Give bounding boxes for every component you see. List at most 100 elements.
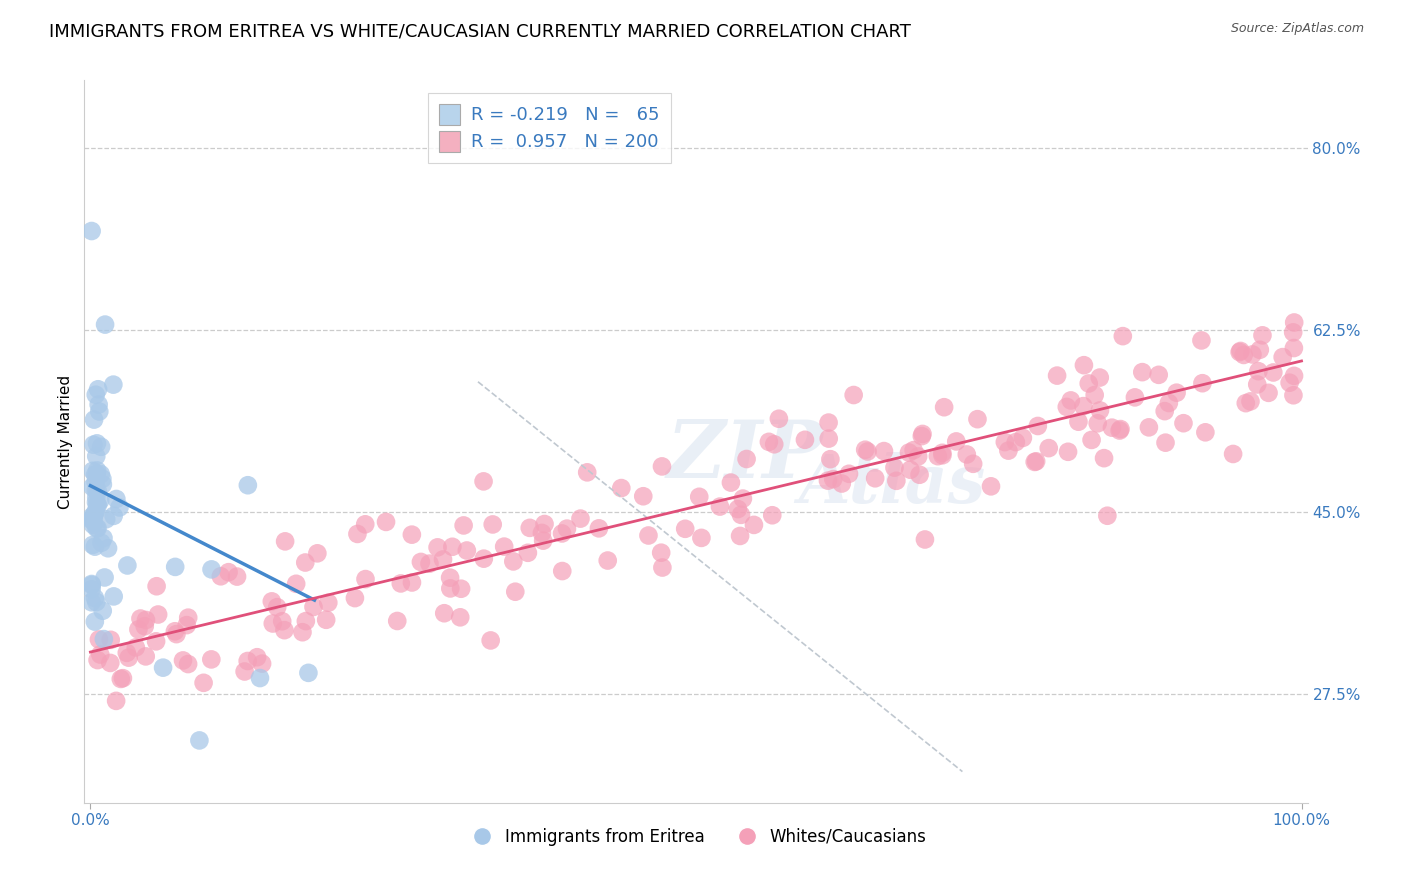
Point [89, 648, 111, 662]
Point [1263, 366, 1285, 380]
Point [105, 694, 128, 708]
Point [111, 671, 134, 685]
Point [1241, 347, 1264, 361]
Point [898, 463, 921, 477]
Point [856, 444, 879, 458]
Point [103, 590, 125, 604]
Point [307, 546, 329, 560]
Point [1101, 420, 1123, 434]
Point [96, 512, 118, 526]
Point [1073, 399, 1095, 413]
Point [1123, 390, 1146, 404]
Point [1191, 334, 1213, 348]
Point [980, 479, 1002, 493]
Point [343, 591, 366, 606]
Point [1229, 345, 1251, 359]
Point [108, 500, 131, 515]
Point [152, 660, 174, 674]
Point [86, 521, 108, 535]
Point [1229, 343, 1251, 358]
Point [907, 450, 929, 464]
Point [103, 508, 125, 523]
Point [87, 498, 110, 512]
Point [651, 560, 673, 574]
Point [1012, 431, 1035, 445]
Point [177, 657, 200, 671]
Point [409, 555, 432, 569]
Point [530, 525, 553, 540]
Point [927, 449, 949, 463]
Point [1084, 388, 1107, 402]
Point [433, 606, 456, 620]
Point [91, 472, 114, 486]
Point [177, 610, 200, 624]
Point [1173, 416, 1195, 430]
Point [1056, 400, 1078, 414]
Point [80, 224, 103, 238]
Point [637, 528, 659, 542]
Point [105, 491, 128, 506]
Point [80, 582, 103, 597]
Point [853, 442, 876, 457]
Point [673, 522, 696, 536]
Point [441, 540, 464, 554]
Point [86, 467, 108, 481]
Point [761, 508, 783, 523]
Point [1249, 343, 1271, 357]
Point [103, 377, 125, 392]
Point [233, 665, 256, 679]
Point [86, 595, 108, 609]
Point [266, 600, 288, 615]
Point [80, 513, 103, 527]
Point [80, 595, 103, 609]
Point [1157, 396, 1180, 410]
Point [93, 570, 115, 584]
Point [87, 398, 110, 412]
Point [236, 478, 259, 492]
Point [401, 575, 423, 590]
Point [735, 452, 758, 467]
Point [90, 467, 112, 482]
Point [1005, 435, 1028, 450]
Point [1222, 447, 1244, 461]
Point [291, 625, 314, 640]
Point [1246, 377, 1268, 392]
Point [1194, 425, 1216, 440]
Point [84, 388, 107, 402]
Point [1251, 328, 1274, 343]
Point [218, 565, 240, 579]
Text: IMMIGRANTS FROM ERITREA VS WHITE/CAUCASIAN CURRENTLY MARRIED CORRELATION CHART: IMMIGRANTS FROM ERITREA VS WHITE/CAUCASI… [49, 22, 911, 40]
Point [1278, 376, 1301, 390]
Point [886, 474, 908, 488]
Point [83, 507, 105, 521]
Point [86, 653, 108, 667]
Point [863, 471, 886, 485]
Point [82, 438, 104, 452]
Point [426, 541, 449, 555]
Point [823, 472, 845, 486]
Point [295, 614, 318, 628]
Point [100, 632, 122, 647]
Point [519, 521, 541, 535]
Point [176, 618, 198, 632]
Point [294, 556, 316, 570]
Point [274, 534, 297, 549]
Point [842, 388, 865, 402]
Point [1282, 316, 1305, 330]
Point [83, 615, 105, 629]
Point [1080, 433, 1102, 447]
Point [1073, 358, 1095, 372]
Point [262, 616, 284, 631]
Point [453, 518, 475, 533]
Point [838, 467, 860, 481]
Point [302, 599, 325, 614]
Point [83, 515, 105, 529]
Point [82, 480, 104, 494]
Point [318, 596, 340, 610]
Point [763, 437, 786, 451]
Point [479, 633, 502, 648]
Point [962, 457, 984, 471]
Point [86, 463, 108, 477]
Point [135, 649, 157, 664]
Point [903, 443, 925, 458]
